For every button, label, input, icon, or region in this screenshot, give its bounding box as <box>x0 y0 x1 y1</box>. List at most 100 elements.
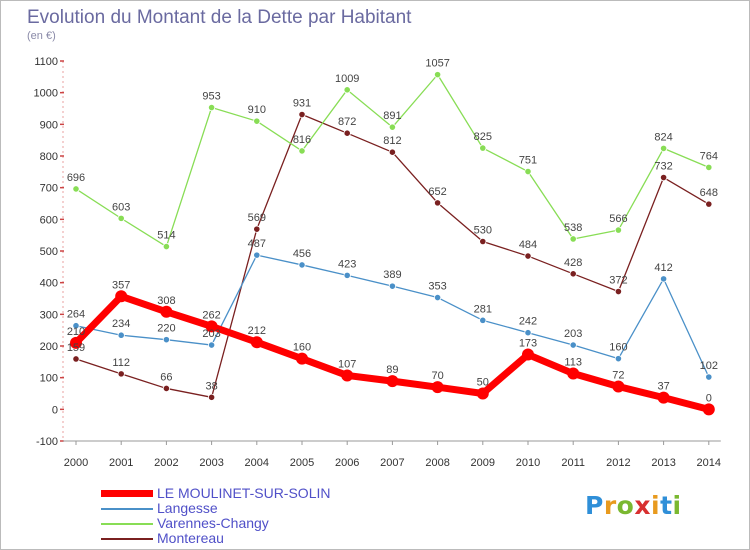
series-point <box>160 305 173 318</box>
series-point <box>659 275 668 283</box>
data-label: 220 <box>157 323 175 335</box>
y-tick-label: -100 <box>36 436 58 448</box>
series-point <box>431 381 444 394</box>
series-point <box>479 237 487 246</box>
series-point <box>569 235 577 243</box>
data-label: 816 <box>293 134 311 146</box>
x-tick-label: 2012 <box>606 457 630 469</box>
series-point <box>614 287 623 296</box>
y-tick-label: 400 <box>40 278 58 290</box>
data-label: 281 <box>474 303 492 315</box>
x-tick-label: 2007 <box>380 457 404 469</box>
series-point <box>388 148 396 156</box>
data-label: 1009 <box>335 73 359 85</box>
series-point <box>657 391 670 404</box>
series-point <box>705 163 713 171</box>
series-point <box>524 252 532 260</box>
logo-letter: i <box>651 491 661 520</box>
data-label: 824 <box>654 131 672 143</box>
data-label: 812 <box>383 135 401 147</box>
data-label: 530 <box>474 225 492 237</box>
data-label: 89 <box>386 364 398 376</box>
series-point <box>433 293 442 302</box>
data-label: 203 <box>202 328 220 340</box>
data-label: 160 <box>609 342 627 354</box>
legend-swatch <box>101 522 153 525</box>
y-tick-label: 1000 <box>34 88 58 100</box>
x-tick-label: 2013 <box>651 457 675 469</box>
data-label: 210 <box>67 326 85 338</box>
series-point <box>208 103 216 112</box>
series-point <box>115 290 128 303</box>
data-label: 825 <box>474 131 492 143</box>
x-tick-label: 2004 <box>245 457 269 469</box>
data-label: 357 <box>112 279 130 291</box>
x-tick-label: 2009 <box>471 457 495 469</box>
legend-swatch <box>101 490 153 497</box>
series-point <box>117 214 125 222</box>
series-point <box>524 167 532 176</box>
series-point <box>433 199 442 207</box>
data-label: 0 <box>706 392 712 404</box>
data-label: 603 <box>112 201 130 213</box>
data-label: 652 <box>428 186 446 198</box>
data-label: 764 <box>700 150 718 162</box>
series-point <box>702 403 715 416</box>
legend-label: LE MOULINET-SUR-SOLIN <box>157 485 331 501</box>
legend-swatch <box>101 537 153 540</box>
data-label: 72 <box>612 370 624 382</box>
data-label: 1057 <box>425 58 449 70</box>
y-tick-label: 100 <box>40 373 58 385</box>
data-label: 203 <box>564 328 582 340</box>
logo-letter: t <box>660 491 673 520</box>
data-label: 212 <box>248 325 266 337</box>
series-point <box>567 367 580 380</box>
series-point <box>253 225 261 233</box>
y-tick-label: 500 <box>40 246 58 258</box>
data-label: 242 <box>519 316 537 328</box>
series-point <box>476 387 489 400</box>
x-tick-label: 2010 <box>516 457 540 469</box>
chart-subtitle: (en €) <box>27 30 56 42</box>
data-label: 872 <box>338 116 356 128</box>
data-label: 308 <box>157 295 175 307</box>
data-label: 696 <box>67 172 85 184</box>
logo-letter: o <box>616 491 635 520</box>
series-point <box>524 329 532 337</box>
data-label: 234 <box>112 318 130 330</box>
data-label: 514 <box>157 230 175 242</box>
data-label: 66 <box>160 371 172 383</box>
x-tick-label: 2008 <box>425 457 449 469</box>
data-label: 569 <box>248 212 266 224</box>
series-point <box>705 200 713 208</box>
logo-letter: r <box>603 491 617 520</box>
logo-letter: P <box>585 491 604 520</box>
series-point <box>208 341 216 349</box>
data-label: 931 <box>293 98 311 110</box>
data-label: 372 <box>609 275 627 287</box>
series-point <box>72 322 80 330</box>
series-point <box>72 355 80 363</box>
series-point <box>298 147 306 155</box>
x-tick-label: 2001 <box>109 457 133 469</box>
y-tick-label: 800 <box>40 151 58 163</box>
series-point <box>253 251 261 259</box>
data-label: 173 <box>519 338 537 350</box>
y-tick-label: 300 <box>40 309 58 321</box>
y-tick-label: 0 <box>52 404 58 416</box>
series-point <box>117 331 125 339</box>
x-tick-label: 2014 <box>697 457 721 469</box>
data-label: 70 <box>431 370 443 382</box>
series-point <box>569 341 577 349</box>
legend-label: Varennes-Changy <box>157 515 269 531</box>
series-point <box>298 261 306 269</box>
x-tick-label: 2002 <box>154 457 178 469</box>
series-point <box>612 380 625 393</box>
x-tick-label: 2000 <box>64 457 88 469</box>
x-tick-label: 2011 <box>561 457 585 469</box>
logo-letter: x <box>634 491 651 520</box>
data-label: 264 <box>67 309 85 321</box>
data-label: 37 <box>657 381 669 393</box>
data-label: 428 <box>564 257 582 269</box>
